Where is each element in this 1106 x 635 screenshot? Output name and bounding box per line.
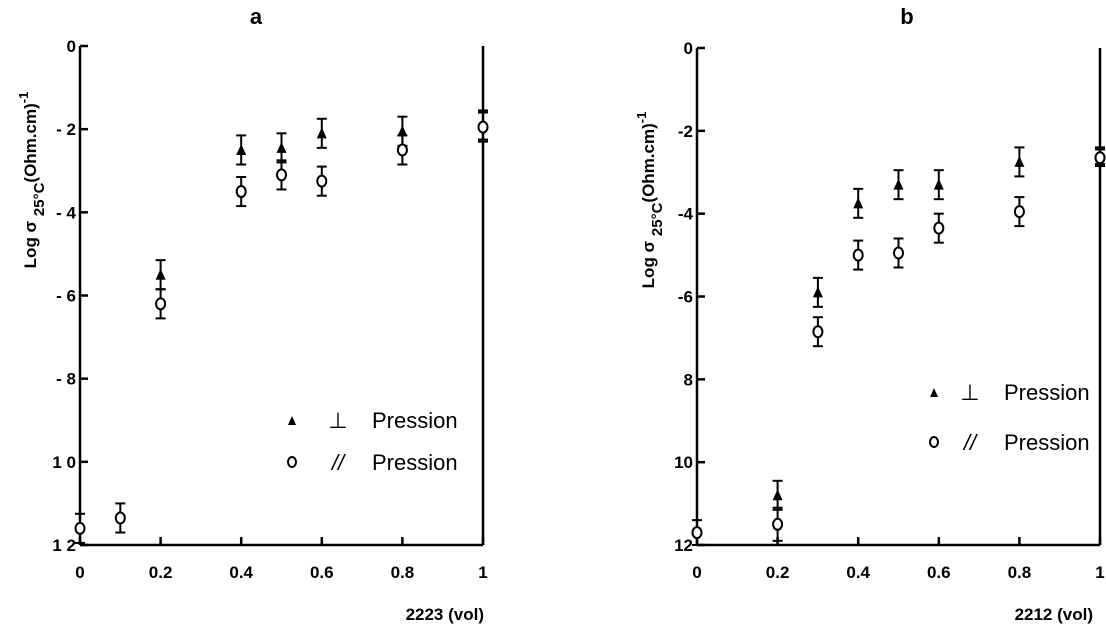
data-point-circle [114,511,126,525]
x-tick-label: 0 [692,563,701,582]
y-tick-label: - 2 [56,120,76,139]
legend-label: Pression [1004,380,1090,405]
legend-marker-triangle [930,388,938,397]
y-axis-label-sup: -1 [634,112,649,124]
x-tick-label: 1 [478,563,487,582]
y-axis-label-base: Log σ [21,216,40,268]
y-tick-label: -6 [678,288,693,307]
y-axis-label-sub: 25°C [31,182,48,216]
chart-panel-a: a 0 - 2 - 4 - 6 - 8 1 0 1 2 0 0.2 0.4 0.6 0.8 1 2223 (… [16,4,489,624]
y-tick-label: -2 [678,122,693,141]
data-point-circle [772,517,784,531]
data-point-triangle [772,489,783,501]
data-point-circle [477,120,489,134]
data-point-circle [396,143,408,157]
y-tick-label: 0 [67,37,76,56]
data-point-circle [74,521,86,535]
data-point-circle [893,246,904,260]
data-point-circle [276,168,287,182]
y-axis-label-base: Log σ [639,236,658,288]
data-point-circle [691,526,703,540]
data-point-circle [1013,205,1025,219]
data-point-circle [1094,151,1106,165]
chart-panel-b: b 0 -2 -4 -6 8 10 12 0 0.2 0.4 0.6 0.8 1 2212 (vol) Log… [634,4,1106,624]
x-tick-label: 0.6 [310,563,334,582]
y-tick-label: 1 0 [52,453,76,472]
chart-title: b [900,4,913,29]
data-point-triangle [316,127,327,139]
y-tick-label: 10 [674,453,693,472]
legend-symbol-perpendicular: ⊥ [328,408,347,433]
x-tick-label: 0.4 [846,563,870,582]
data-point-circle [812,325,824,339]
data-point-triangle [397,125,408,137]
y-axis-label-sub: 25°C [649,202,666,236]
data-point-triangle [853,197,864,209]
y-axis-label: Log σ 25°C(Ohm.cm)-1 [634,112,666,289]
y-tick-label: 1 2 [52,536,76,555]
y-tick-label: - 8 [56,370,76,389]
x-tick-label: 0.4 [229,563,253,582]
x-tick-label: 0.6 [927,563,951,582]
data-point-triangle [155,268,166,280]
data-point-triangle [1014,155,1025,167]
legend-label: Pression [372,450,458,475]
x-tick-label: 0.2 [766,563,790,582]
x-axis-label: 2223 (vol) [406,605,484,624]
data-point-triangle [276,141,287,153]
data-point-circle [933,221,945,235]
x-tick-label: 0 [75,563,84,582]
legend-symbol-parallel: // [962,430,978,455]
y-tick-label: 0 [684,39,693,58]
y-tick-label: -4 [678,205,694,224]
data-point-triangle [236,143,247,155]
y-tick-label: - 6 [56,287,76,306]
data-point-circle [235,185,247,199]
x-tick-label: 0.2 [149,563,173,582]
data-point-circle [316,174,328,188]
y-tick-label: 12 [674,536,693,555]
legend-marker-circle [287,456,297,468]
y-axis-label-sup: -1 [16,92,31,104]
legend-marker-triangle [288,416,296,425]
x-axis-label: 2212 (vol) [1015,605,1093,624]
data-point-triangle [933,178,944,190]
chart-title: a [250,4,263,29]
legend-label: Pression [372,408,458,433]
data-point-triangle [812,286,823,298]
legend-symbol-perpendicular: ⊥ [960,380,979,405]
y-axis-label: Log σ 25°C(Ohm.cm)-1 [16,92,48,269]
legend: ⊥ Pression // Pression [287,408,458,475]
x-tick-label: 0.8 [391,563,415,582]
legend-marker-circle [929,436,939,448]
y-axis-label-unit: (Ohm.cm) [21,103,40,182]
x-tick-label: 1 [1095,563,1104,582]
legend: ⊥ Pression // Pression [929,380,1090,455]
y-axis-label-unit: (Ohm.cm) [639,123,658,202]
data-point-circle [852,248,864,262]
y-tick-label: 8 [684,370,693,389]
x-tick-label: 0.8 [1008,563,1032,582]
legend-label: Pression [1004,430,1090,455]
legend-symbol-parallel: // [330,450,346,475]
data-point-circle [155,297,167,311]
data-point-triangle [893,178,904,190]
y-tick-label: - 4 [56,203,76,222]
